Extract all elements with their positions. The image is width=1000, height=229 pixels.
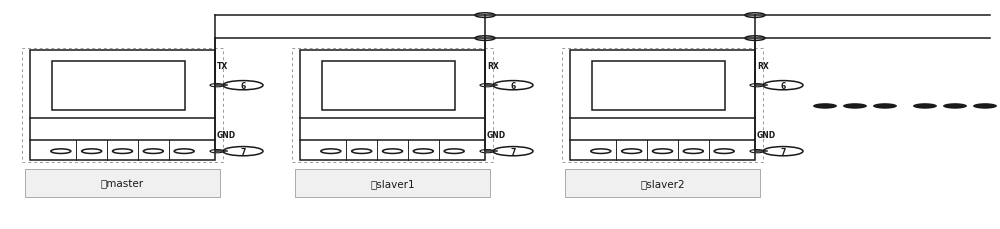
Circle shape: [843, 104, 867, 109]
Circle shape: [750, 150, 764, 153]
Circle shape: [82, 149, 102, 154]
Bar: [322, 61, 455, 110]
Circle shape: [352, 149, 372, 154]
Text: GND: GND: [487, 130, 506, 139]
Circle shape: [913, 104, 937, 109]
Circle shape: [480, 150, 494, 153]
Circle shape: [51, 149, 71, 154]
Bar: [300, 50, 485, 160]
Text: GND: GND: [217, 130, 236, 139]
Circle shape: [493, 147, 533, 156]
Circle shape: [745, 14, 765, 18]
Circle shape: [652, 149, 672, 154]
Circle shape: [873, 104, 897, 109]
Circle shape: [223, 147, 263, 156]
Circle shape: [143, 149, 163, 154]
Circle shape: [622, 149, 642, 154]
Text: 们slaver2: 们slaver2: [640, 178, 685, 188]
Text: 7: 7: [510, 147, 516, 156]
Circle shape: [714, 149, 734, 154]
Circle shape: [413, 149, 433, 154]
Circle shape: [210, 150, 224, 153]
Circle shape: [223, 81, 263, 90]
Bar: [30, 50, 215, 160]
Circle shape: [683, 149, 703, 154]
Circle shape: [475, 14, 495, 18]
Text: 7: 7: [240, 147, 246, 156]
Bar: [592, 61, 725, 110]
Text: 7: 7: [780, 147, 786, 156]
Text: RX: RX: [757, 62, 769, 71]
Circle shape: [745, 37, 765, 41]
Circle shape: [112, 149, 132, 154]
Bar: [52, 61, 185, 110]
Circle shape: [480, 84, 494, 87]
Text: 6: 6: [510, 81, 516, 90]
Text: 主master: 主master: [101, 178, 144, 188]
Circle shape: [210, 84, 224, 87]
Circle shape: [591, 149, 611, 154]
Bar: [570, 50, 755, 160]
Circle shape: [763, 147, 803, 156]
Text: 们slaver1: 们slaver1: [370, 178, 415, 188]
Circle shape: [493, 81, 533, 90]
Text: TX: TX: [217, 62, 228, 71]
Circle shape: [174, 149, 194, 154]
Text: GND: GND: [757, 130, 776, 139]
FancyBboxPatch shape: [565, 169, 760, 197]
Text: RX: RX: [487, 62, 499, 71]
Circle shape: [973, 104, 997, 109]
Circle shape: [813, 104, 837, 109]
FancyBboxPatch shape: [295, 169, 490, 197]
Circle shape: [475, 37, 495, 41]
Circle shape: [750, 84, 764, 87]
Circle shape: [444, 149, 464, 154]
Circle shape: [943, 104, 967, 109]
Circle shape: [321, 149, 341, 154]
Text: 6: 6: [240, 81, 246, 90]
Circle shape: [763, 81, 803, 90]
Text: 6: 6: [780, 81, 786, 90]
FancyBboxPatch shape: [25, 169, 220, 197]
Circle shape: [382, 149, 402, 154]
